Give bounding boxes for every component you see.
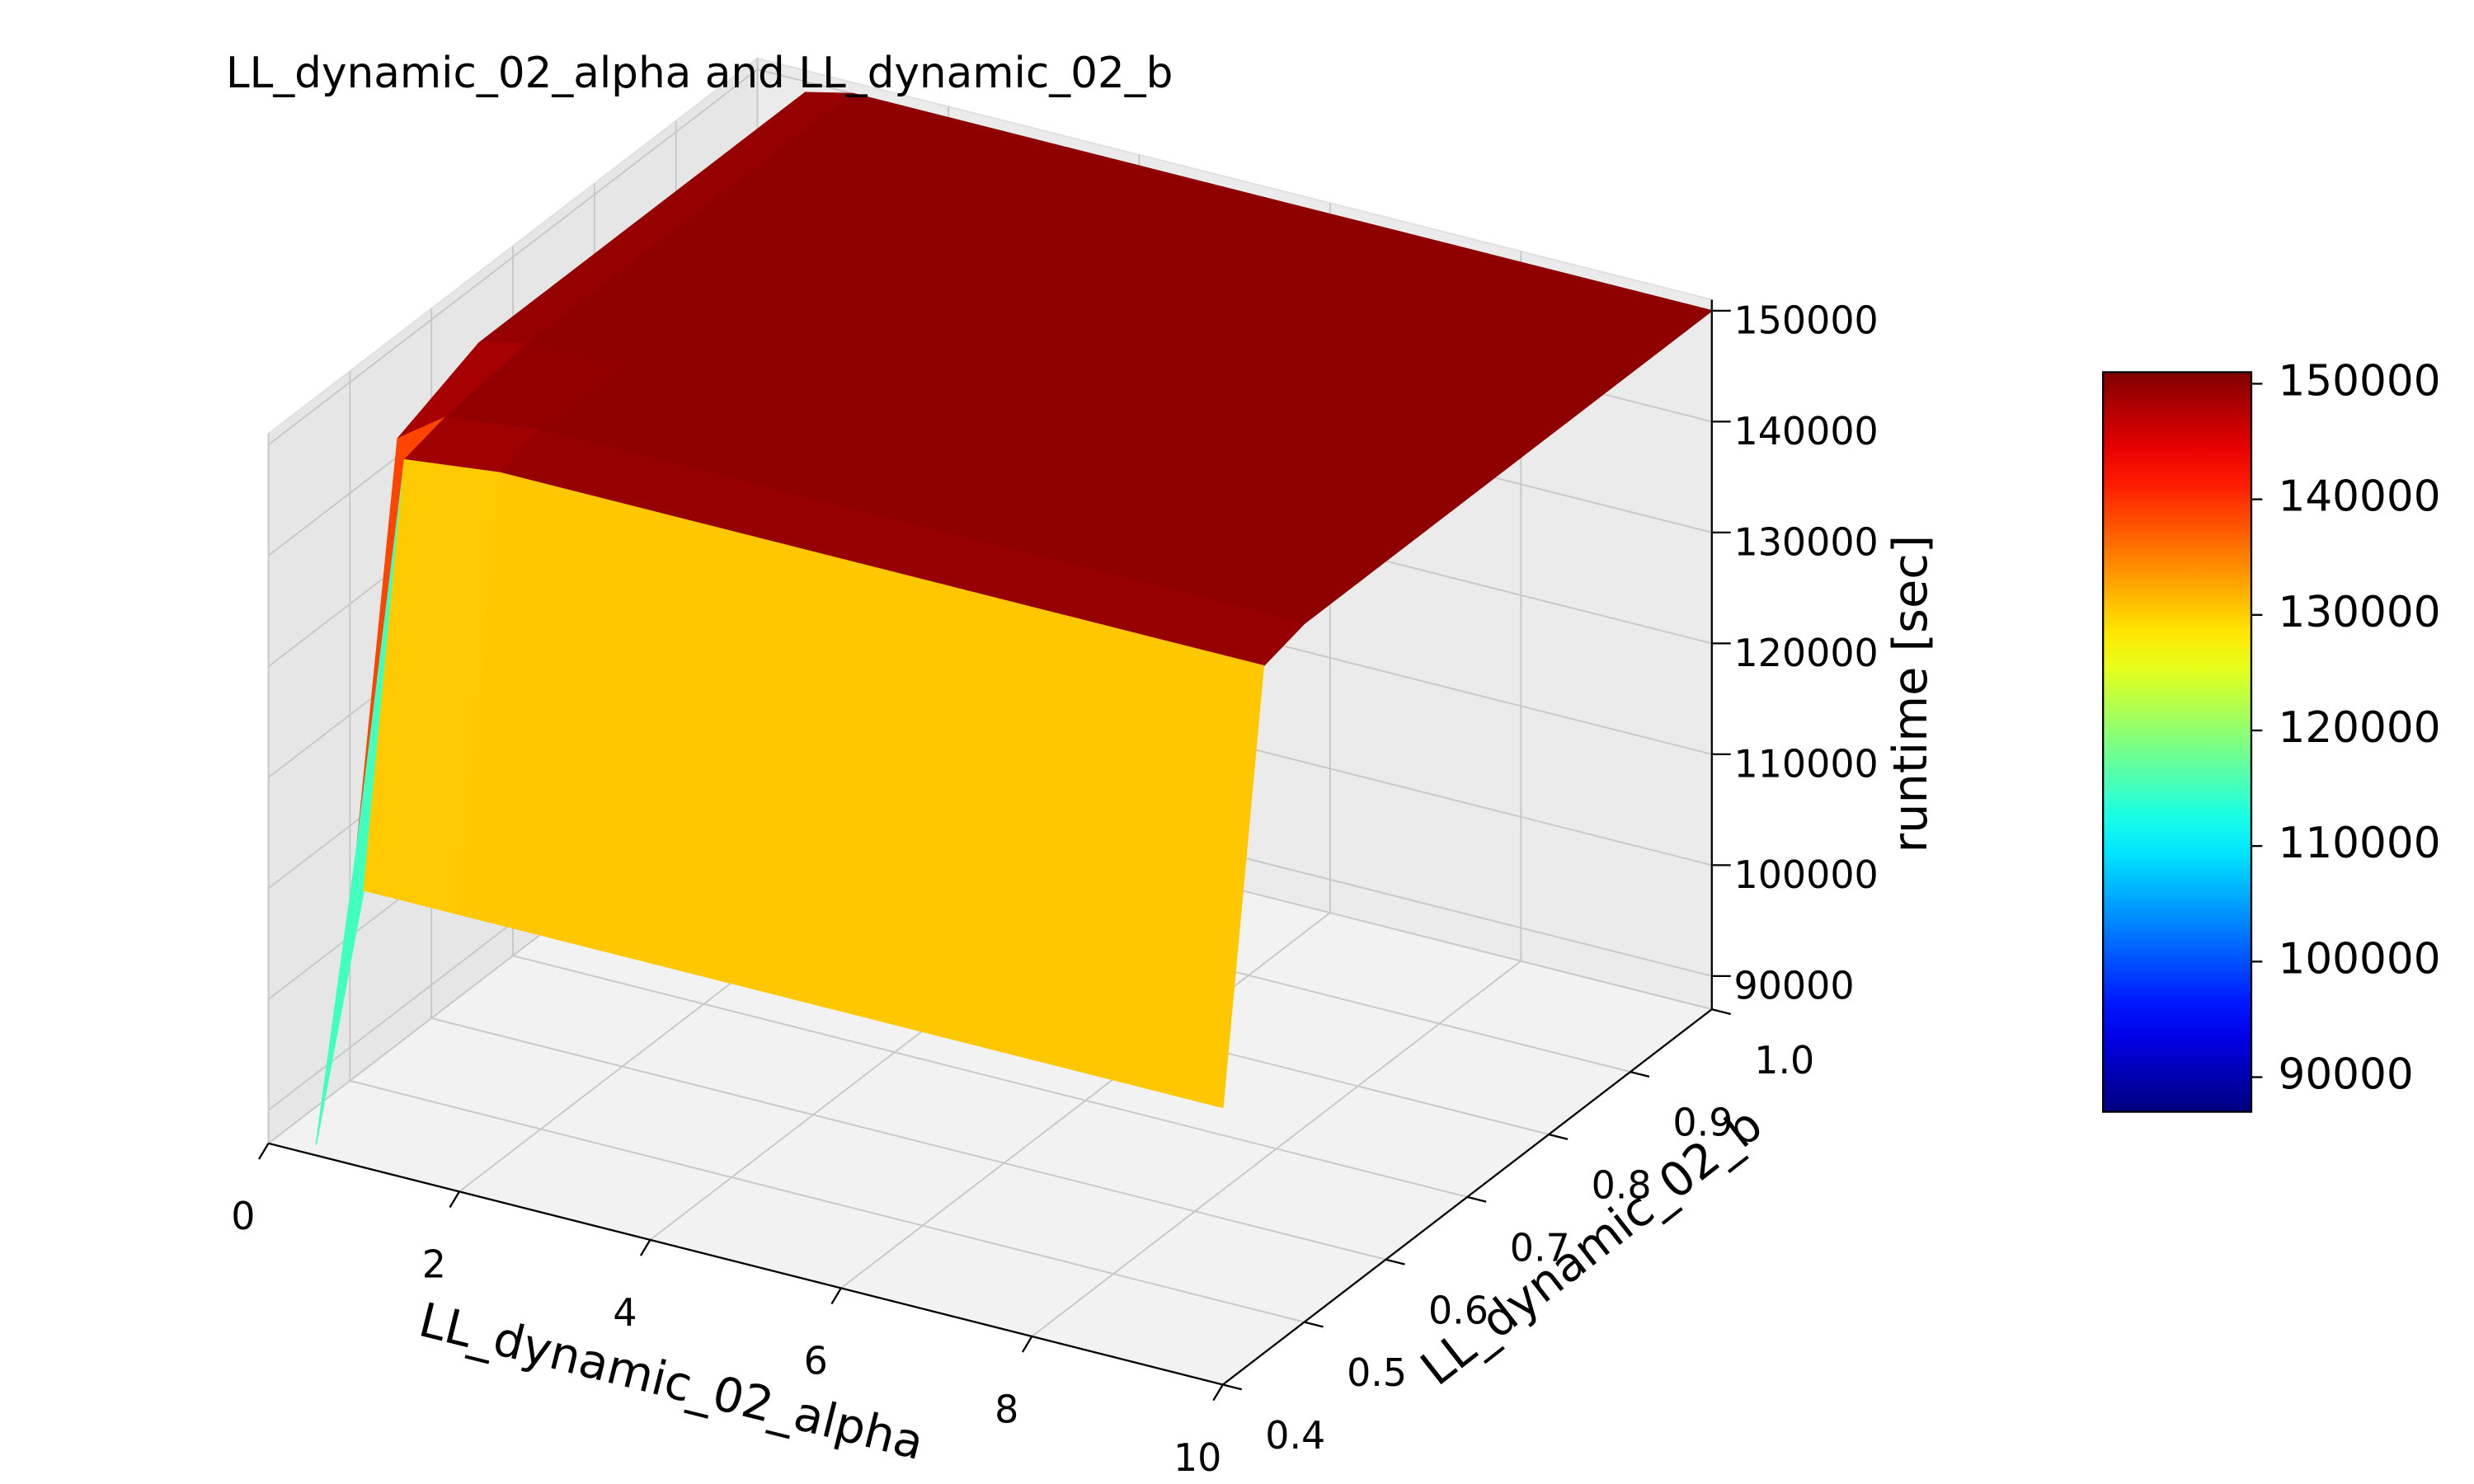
z-tick-label: 120000	[1734, 631, 1879, 675]
z-tick-label: 90000	[1734, 964, 1855, 1008]
x-tick-label: 10	[1174, 1435, 1221, 1480]
tick-mark	[1212, 1383, 1224, 1402]
y-tick-label: 0.4	[1265, 1413, 1325, 1458]
y-tick-label: 0.5	[1347, 1350, 1407, 1395]
tick-mark	[1630, 1070, 1650, 1078]
chart-title: LL_dynamic_02_alpha and LL_dynamic_02_b	[226, 49, 1174, 98]
tick-mark	[1548, 1133, 1569, 1140]
surface-patch	[1031, 617, 1264, 1109]
z-tick-label: 150000	[1734, 298, 1879, 343]
colorbar-tick-label: 100000	[2278, 934, 2440, 984]
x-axis-line	[268, 1142, 1224, 1386]
y-tick-label: 0.9	[1672, 1101, 1733, 1145]
z-tick-label: 110000	[1734, 742, 1879, 787]
grid-line	[267, 68, 759, 446]
surface-patch	[840, 568, 1074, 1060]
z-tick-label: 130000	[1734, 520, 1879, 565]
x-tick-label: 6	[804, 1339, 828, 1383]
colorbar-tick-label: 110000	[2278, 819, 2440, 868]
x-tick-label: 0	[231, 1194, 255, 1238]
colorbar	[2102, 371, 2253, 1113]
colorbar-tick-label: 90000	[2278, 1050, 2413, 1100]
grid-line	[430, 1017, 1386, 1261]
x-tick-label: 8	[995, 1387, 1018, 1431]
tick-mark	[1222, 1383, 1243, 1391]
y-tick-label: 0.7	[1510, 1225, 1570, 1270]
tick-mark	[1021, 1336, 1033, 1353]
tick-mark	[639, 1239, 651, 1256]
tick-mark	[830, 1287, 842, 1305]
tick-mark	[1466, 1195, 1487, 1203]
surface-patch	[649, 520, 883, 1012]
x-axis-label: LL_dynamic_02_alpha	[414, 1292, 929, 1471]
grid-line	[512, 955, 1468, 1198]
y-tick-label: 0.8	[1592, 1163, 1652, 1208]
colorbar-tick-label: 150000	[2278, 356, 2440, 406]
y-tick-label: 1.0	[1754, 1038, 1814, 1082]
tick-mark	[1711, 1008, 1732, 1016]
surface-patch	[459, 472, 692, 964]
colorbar-tick-label: 120000	[2278, 703, 2440, 753]
colorbar-tick-label: 130000	[2278, 588, 2440, 637]
x-tick-label: 2	[422, 1242, 446, 1287]
z-tick-label: 140000	[1734, 409, 1879, 453]
colorbar-tick-label: 140000	[2278, 472, 2440, 522]
x-tick-label: 4	[613, 1290, 637, 1335]
tick-mark	[258, 1143, 270, 1160]
grid-line	[350, 1080, 1305, 1323]
tick-mark	[1304, 1321, 1324, 1328]
y-tick-label: 0.6	[1428, 1288, 1489, 1332]
z-axis-label: runtime [sec]	[1883, 535, 1938, 853]
z-tick-label: 100000	[1734, 852, 1879, 897]
tick-mark	[449, 1190, 460, 1209]
tick-mark	[1385, 1258, 1405, 1266]
